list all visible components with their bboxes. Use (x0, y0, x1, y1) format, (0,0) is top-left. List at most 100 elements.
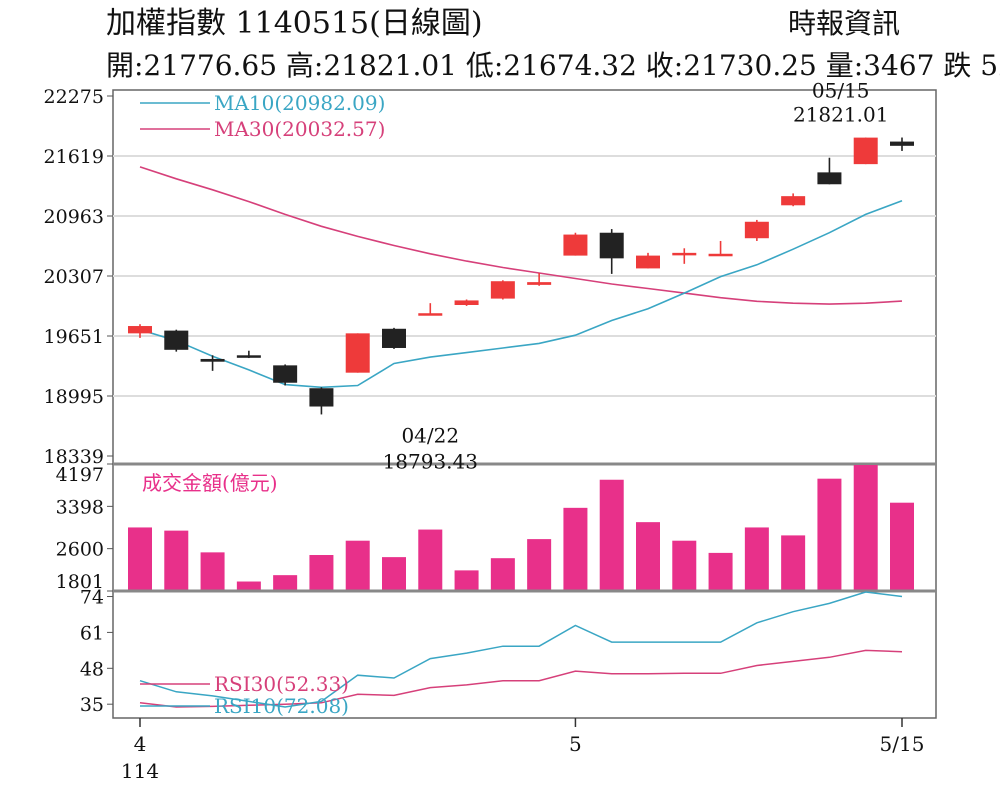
candle-body (454, 300, 479, 305)
price-tick-label: 18339 (44, 446, 104, 468)
volume-bar (345, 540, 370, 590)
candlestick (164, 329, 189, 352)
rsi-tick-label: 48 (80, 658, 104, 680)
volume-bar (599, 479, 624, 590)
volume-bar (454, 570, 479, 590)
volume-bar (708, 552, 733, 590)
candle-body (599, 232, 624, 259)
candlestick (345, 333, 370, 373)
volume-bar (309, 555, 334, 590)
rsi-lines (139, 591, 903, 708)
candlestick (200, 355, 225, 371)
volume-axis-ticks: 4197 3398 2600 1801 (56, 463, 113, 593)
rsi-axis-ticks: 74 61 48 35 (80, 587, 113, 716)
price-tick-label: 18995 (44, 386, 104, 408)
x-tick-label: 5/15 (880, 732, 925, 756)
candlestick (890, 137, 914, 151)
candle-body (563, 234, 588, 256)
candle-body (744, 221, 769, 239)
rsi10-legend-label: RSI10(72.08) (214, 694, 349, 718)
candlestick (128, 324, 152, 338)
rsi-tick-label: 74 (80, 587, 104, 609)
annotation-date: 05/15 (812, 79, 870, 103)
candlestick (382, 327, 406, 349)
candlestick (817, 157, 842, 185)
volume-bar (672, 540, 697, 590)
volume-bar (418, 529, 443, 590)
ma30-line (139, 166, 903, 305)
x-year-label: 114 (121, 759, 159, 783)
ma10-legend-label: MA10(20982.09) (214, 91, 385, 115)
candle-body (273, 365, 298, 383)
price-tick-label: 20963 (44, 206, 104, 228)
candlestick (744, 219, 769, 241)
candle-body (490, 281, 515, 299)
candlestick (781, 193, 806, 207)
candle-body (672, 252, 697, 256)
candle-body (890, 141, 914, 146)
volume-bar (273, 575, 298, 590)
x-tick-label: 5 (569, 732, 582, 756)
candlestick (853, 137, 878, 165)
ma30-legend: MA30(20032.57) (140, 117, 385, 141)
candlestick (418, 303, 443, 316)
chart-title: 加權指數 1140515(日線圖) (106, 6, 483, 41)
grid-lines (113, 155, 936, 397)
volume-tick-label: 3398 (56, 496, 104, 518)
candlestick (454, 299, 479, 306)
volume-tick-label: 1801 (56, 571, 104, 593)
candle-body (382, 328, 406, 348)
volume-bars (128, 465, 914, 590)
candle-body (128, 326, 152, 334)
ohlc-summary: 開:21776.65 高:21821.01 低:21674.32 收:21730… (106, 49, 1000, 82)
candlestick (708, 240, 733, 257)
moving-averages (139, 166, 903, 389)
annotation-value: 18793.43 (383, 449, 478, 473)
volume-title: 成交金額(億元) (142, 471, 278, 495)
candle-body (345, 333, 370, 373)
candle-body (527, 282, 552, 285)
candlestick (672, 248, 697, 264)
volume-bar (382, 557, 406, 590)
candlesticks (128, 137, 914, 415)
plot-frame (112, 89, 937, 719)
annotation-value: 21821.01 (793, 103, 888, 127)
candle-body (309, 388, 334, 407)
candle-body (708, 253, 733, 257)
volume-tick-label: 4197 (56, 464, 104, 486)
volume-bar (853, 465, 878, 590)
price-tick-label: 21619 (44, 146, 104, 168)
ma10-line (139, 199, 903, 389)
volume-bar (164, 530, 189, 590)
volume-bar (236, 581, 261, 590)
price-axis-ticks: 22275 21619 20963 20307 19651 18995 18339 (44, 86, 113, 468)
candlestick (490, 280, 515, 300)
volume-bar (636, 522, 660, 590)
volume-tick-label: 2600 (56, 539, 104, 561)
candle-body (200, 358, 225, 362)
candlestick (599, 229, 624, 274)
volume-bar (490, 558, 515, 590)
price-tick-label: 22275 (44, 86, 104, 108)
annotation-date: 04/22 (401, 423, 459, 447)
volume-bar (563, 507, 588, 590)
rsi10-line (139, 591, 903, 708)
volume-bar (744, 527, 769, 590)
candlestick (236, 350, 261, 359)
candle-body (418, 313, 443, 316)
volume-bar (781, 535, 806, 590)
rsi10-legend: RSI10(72.08) (140, 694, 349, 718)
volume-bar (890, 502, 914, 590)
candle-body (781, 196, 806, 206)
x-axis: 4 5 5/15 114 (121, 718, 925, 783)
candlestick (309, 387, 334, 415)
candlestick (273, 364, 298, 386)
candle-body (236, 355, 261, 358)
candle-body (853, 137, 878, 165)
x-tick-label: 4 (134, 732, 147, 756)
rsi30-legend: RSI30(52.33) (140, 672, 349, 696)
rsi30-legend-label: RSI30(52.33) (214, 672, 349, 696)
price-tick-label: 20307 (44, 266, 104, 288)
